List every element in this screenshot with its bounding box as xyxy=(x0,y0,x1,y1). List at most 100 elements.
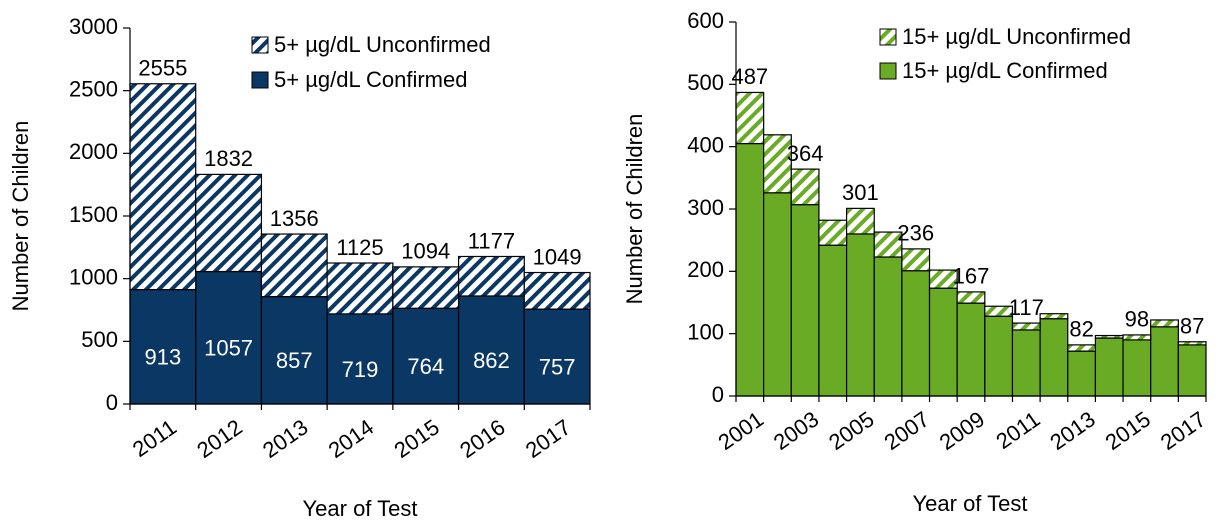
total-label: 1125 xyxy=(336,235,383,260)
x-axis-title: Year of Test xyxy=(303,496,418,521)
bar-segment xyxy=(1122,334,1152,341)
bar-segment xyxy=(1039,313,1069,320)
value-label: 764 xyxy=(407,354,444,379)
total-label: 1177 xyxy=(468,228,515,253)
bar-segment xyxy=(1067,350,1097,397)
x-tick-label: 2013 xyxy=(258,414,312,463)
bar-segment xyxy=(1094,334,1124,339)
y-tick-label: 3000 xyxy=(69,14,118,39)
bar-segment xyxy=(790,204,820,397)
y-tick-label: 600 xyxy=(687,8,724,33)
x-tick-label: 2013 xyxy=(1045,406,1099,455)
x-tick-label: 2012 xyxy=(192,414,246,463)
bar-segment xyxy=(1177,344,1207,397)
bar-segment xyxy=(928,269,958,289)
bar-segment xyxy=(195,270,263,405)
y-tick-label: 300 xyxy=(687,195,724,220)
value-label: 862 xyxy=(473,348,510,373)
bar-segment xyxy=(1150,319,1179,328)
y-axis-title: Number of Children xyxy=(8,121,33,312)
bar-segment xyxy=(326,262,394,315)
total-label: 487 xyxy=(731,64,768,89)
bar-segment xyxy=(1150,326,1179,397)
x-tick-label: 2011 xyxy=(991,406,1044,454)
y-tick-label: 200 xyxy=(687,257,724,282)
y-tick-label: 2500 xyxy=(69,76,118,101)
value-label: 757 xyxy=(539,354,576,379)
x-tick-label: 2003 xyxy=(769,406,823,455)
bar-segment xyxy=(845,207,875,235)
bar-segment xyxy=(1011,322,1041,331)
y-tick-label: 400 xyxy=(687,132,724,157)
value-label: 1057 xyxy=(204,336,253,361)
bar-segment xyxy=(956,302,986,397)
legend-label: 15+ µg/dL Unconfirmed xyxy=(902,24,1131,49)
bar-segment xyxy=(735,91,765,145)
y-tick-label: 0 xyxy=(712,382,724,407)
legend-swatch xyxy=(879,28,897,46)
total-label: 87 xyxy=(1180,314,1204,339)
bar-segment xyxy=(818,244,848,397)
bar-segment xyxy=(873,256,903,397)
bar-segment xyxy=(523,271,591,310)
y-tick-label: 500 xyxy=(81,327,118,352)
legend-swatch xyxy=(251,71,269,89)
bar-segment xyxy=(763,192,792,397)
x-tick-label: 2015 xyxy=(389,414,443,463)
bar-segment xyxy=(260,233,328,298)
bar-segment xyxy=(984,305,1014,317)
total-label: 117 xyxy=(1009,295,1044,320)
total-label: 236 xyxy=(897,221,934,246)
total-label: 167 xyxy=(953,264,990,289)
legend-swatch xyxy=(879,62,897,80)
bar-segment xyxy=(457,255,525,297)
bar-segment xyxy=(457,295,525,405)
value-label: 913 xyxy=(144,345,181,370)
value-label: 857 xyxy=(276,348,313,373)
bar-segment xyxy=(873,231,903,258)
bar-segment xyxy=(790,168,820,206)
total-label: 364 xyxy=(787,141,824,166)
y-tick-label: 1500 xyxy=(69,202,118,227)
total-label: 301 xyxy=(842,180,879,205)
bar-segment xyxy=(735,142,765,397)
bar-segment xyxy=(195,173,263,273)
bar-segment xyxy=(392,307,460,405)
y-tick-label: 2000 xyxy=(69,139,118,164)
bar-segment xyxy=(523,308,591,405)
bar-segment xyxy=(1094,337,1124,397)
x-tick-label: 2011 xyxy=(128,414,181,462)
x-tick-label: 2005 xyxy=(824,406,878,455)
total-label: 2555 xyxy=(138,56,187,81)
x-tick-label: 2009 xyxy=(935,406,989,455)
bar-segment xyxy=(901,248,931,272)
bar-segment xyxy=(260,295,328,405)
bar-segment xyxy=(1039,318,1069,397)
y-axis-title: Number of Children xyxy=(622,114,647,305)
bar-segment xyxy=(845,233,875,397)
total-label: 82 xyxy=(1069,317,1093,342)
x-tick-label: 2007 xyxy=(879,406,933,455)
y-tick-label: 1000 xyxy=(69,264,118,289)
x-tick-label: 2017 xyxy=(1156,406,1210,455)
x-tick-label: 2015 xyxy=(1101,406,1155,455)
y-tick-label: 100 xyxy=(687,319,724,344)
x-tick-label: 2017 xyxy=(521,414,575,463)
bar-segment xyxy=(984,315,1014,397)
legend-label: 5+ µg/dL Confirmed xyxy=(274,67,467,92)
value-label: 719 xyxy=(342,357,379,382)
bar-segment xyxy=(1067,344,1097,352)
total-label: 98 xyxy=(1125,307,1149,332)
x-tick-label: 2001 xyxy=(714,406,768,455)
x-tick-label: 2014 xyxy=(324,414,378,463)
bar-segment xyxy=(763,134,792,194)
total-label: 1832 xyxy=(204,146,253,171)
x-tick-label: 2016 xyxy=(455,414,509,463)
legend-swatch xyxy=(251,36,269,54)
bar-segment xyxy=(818,219,848,246)
bar-segment xyxy=(1011,329,1041,397)
y-tick-label: 0 xyxy=(106,390,118,415)
total-label: 1049 xyxy=(533,244,582,269)
x-axis-title: Year of Test xyxy=(913,491,1028,516)
